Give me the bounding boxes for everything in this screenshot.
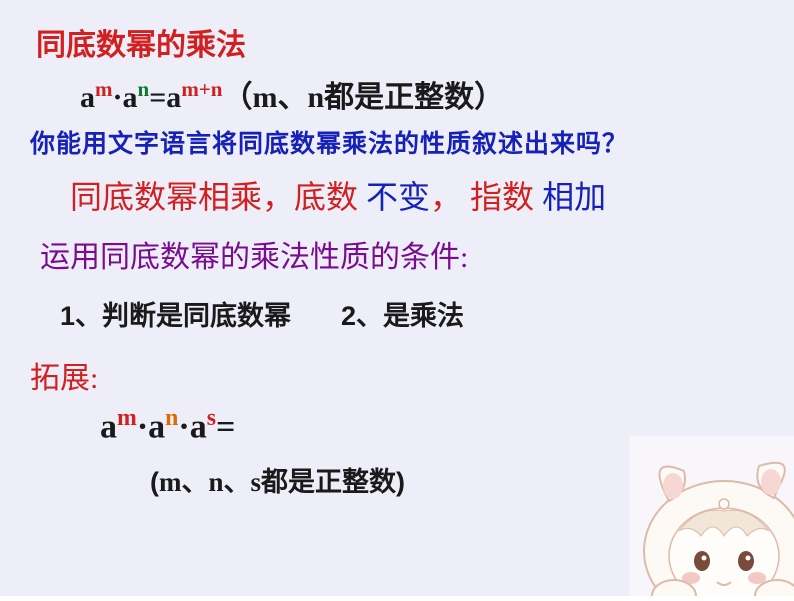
question-text: 你能用文字语言将同底数幂乘法的性质叙述出来吗？ — [30, 124, 764, 160]
mascot-image — [629, 436, 794, 596]
condition-1: 1、判断是同底数幂 — [60, 301, 291, 331]
slide: 同底数幂的乘法 am·an=am+n（m、n都是正整数） 你能用文字语言将同底数幂乘… — [0, 0, 794, 596]
rule-statement: 同底数幂相乘，底数 不变， 指数 相加 — [30, 172, 764, 218]
formula-main: am·an=am+n（m、n都是正整数） — [30, 72, 764, 116]
extension-title: 拓展: — [30, 353, 764, 397]
condition-2: 2、是乘法 — [341, 301, 464, 331]
condition-title: 运用同底数幂的乘法性质的条件: — [30, 232, 764, 276]
conditions-row: 1、判断是同底数幂 2、是乘法 — [30, 294, 764, 333]
section-title: 同底数幂的乘法 — [30, 20, 764, 64]
